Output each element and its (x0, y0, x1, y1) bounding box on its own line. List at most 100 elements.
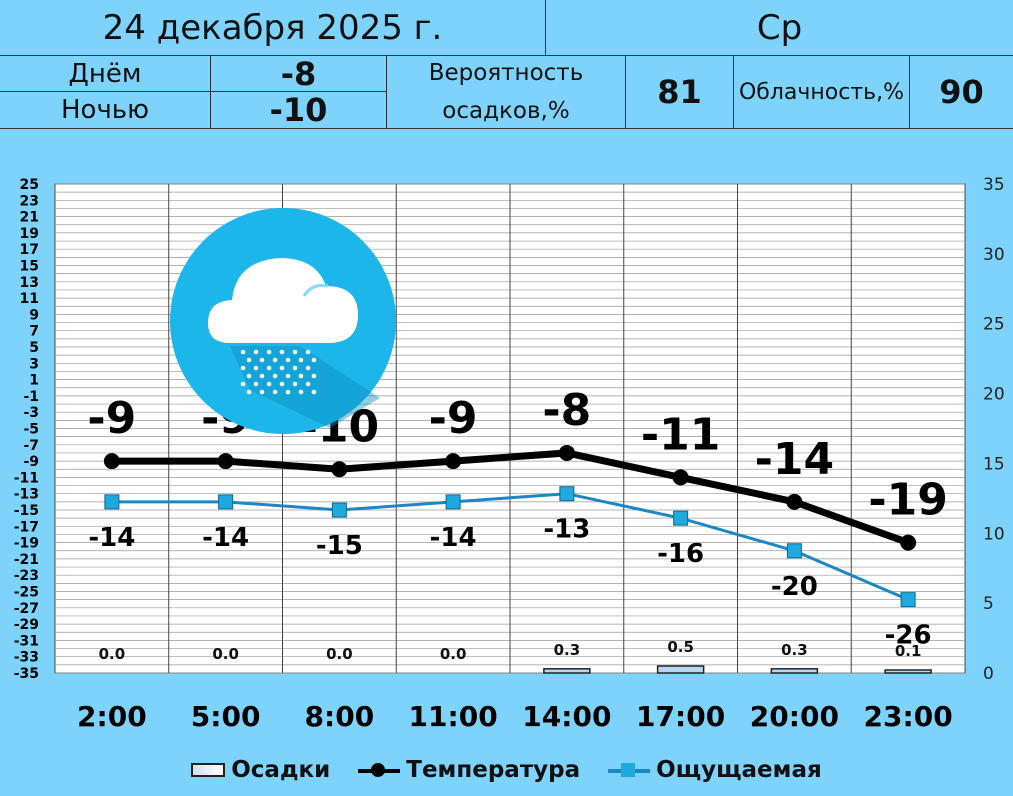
feels-like-legend-swatch (608, 762, 651, 778)
temperature-point (331, 461, 348, 478)
chart-legend: Осадки Температура Ощущаемая (0, 752, 1013, 788)
legend-label-precip: Осадки (231, 757, 331, 783)
temperature-label: -11 (641, 409, 721, 460)
y-right-tick: 25 (983, 315, 1005, 335)
feels-like-point (218, 494, 234, 510)
feels-like-point (900, 592, 916, 608)
feels-like-label: -26 (885, 621, 932, 651)
night-value: -10 (210, 91, 387, 129)
precip-legend-swatch (191, 763, 226, 777)
y-left-tick: -31 (14, 633, 39, 649)
precip-probability-value: 81 (625, 55, 734, 129)
cloudiness-value: 90 (909, 55, 1013, 129)
precip-bar (656, 665, 705, 674)
x-category-label: 5:00 (191, 700, 261, 733)
y-right-tick: 10 (983, 524, 1005, 544)
x-category-label: 8:00 (305, 700, 375, 733)
night-label: Ночью (0, 91, 211, 129)
precip-label: 0.0 (99, 645, 126, 663)
y-left-tick: 3 (29, 356, 39, 372)
feels-like-label: -16 (657, 539, 704, 569)
feels-like-point (786, 543, 802, 559)
y-left-tick: 17 (20, 242, 39, 258)
temperature-point (445, 453, 462, 470)
y-left-tick: 5 (29, 340, 39, 356)
y-left-tick: -13 (14, 487, 39, 503)
weekday-label: Ср (545, 0, 1013, 56)
y-right-tick: 15 (983, 454, 1005, 474)
temperature-label: -14 (755, 434, 835, 485)
y-left-tick: -5 (23, 422, 39, 438)
y-left-tick: 9 (29, 307, 39, 323)
precip-label: 0.5 (667, 638, 694, 656)
temperature-point (672, 469, 689, 486)
y-right-tick: 35 (983, 175, 1005, 195)
temperature-point (217, 453, 234, 470)
temperature-point (900, 534, 917, 551)
legend-label-temperature: Температура (406, 757, 581, 783)
feels-like-label: -14 (88, 523, 135, 553)
y-right-tick: 5 (983, 594, 994, 614)
y-left-tick: -9 (23, 454, 39, 470)
y-left-tick: -1 (23, 389, 39, 405)
weather-chart: 252321191715131197531-1-3-5-7-9-11-13-15… (14, 175, 1005, 733)
precip-label-line2: осадков,% (442, 98, 570, 124)
y-right-tick: 30 (983, 245, 1005, 265)
temperature-label: -9 (87, 393, 136, 444)
feels-like-point (104, 494, 120, 510)
y-left-tick: 13 (20, 275, 39, 291)
y-left-tick: -3 (23, 405, 39, 421)
y-left-tick: -27 (14, 601, 39, 617)
x-axis-categories: 2:00 5:00 8:00 11:00 14:00 17:00 20:00 23:00 (77, 700, 953, 733)
y-left-tick: 15 (20, 259, 39, 275)
y-left-tick: -29 (14, 617, 39, 633)
feels-like-label: -20 (771, 572, 818, 602)
y-left-tick: -23 (14, 568, 39, 584)
temperature-label: -9 (429, 393, 478, 444)
legend-item-temperature: Температура (358, 757, 580, 783)
y-right-tick: 0 (983, 664, 994, 684)
y-left-tick: -15 (14, 503, 39, 519)
x-category-label: 11:00 (409, 700, 498, 733)
y-left-tick: -7 (23, 438, 39, 454)
precip-label: 0.0 (212, 645, 239, 663)
precip-label: 0.3 (781, 641, 808, 659)
day-label: Днём (0, 55, 211, 92)
precip-bar (543, 668, 591, 674)
x-category-label: 2:00 (77, 700, 147, 733)
precip-bars: 0.0 0.0 0.0 0.0 0.3 0.5 0.3 0.1 (99, 638, 932, 674)
temperature-label: -8 (542, 385, 591, 436)
y-left-tick: -11 (14, 470, 39, 486)
temperature-legend-swatch (358, 762, 401, 778)
y-left-tick: 23 (20, 193, 39, 209)
feels-like-point (331, 502, 347, 518)
x-category-label: 14:00 (522, 700, 611, 733)
cloudiness-label: Облачность,% (733, 55, 910, 129)
feels-like-label: -13 (543, 515, 590, 545)
date-label: 24 декабря 2025 г. (0, 0, 546, 56)
y-axis-right: 35 30 25 20 15 10 5 0 (983, 175, 1005, 684)
y-left-tick: -17 (14, 519, 39, 535)
header-table: 24 декабря 2025 г. Ср Днём Ночью -8 -10 … (0, 0, 1013, 129)
precip-label: 0.0 (326, 645, 353, 663)
legend-item-feels-like: Ощущаемая (608, 757, 822, 783)
y-left-tick: 21 (20, 210, 39, 226)
precip-label-line1: Вероятность (428, 60, 584, 86)
feels-like-point (673, 510, 689, 526)
y-left-tick: 11 (20, 291, 39, 307)
y-left-tick: -35 (14, 666, 39, 682)
feels-like-point (445, 494, 461, 510)
y-left-tick: 7 (29, 324, 39, 340)
x-category-label: 23:00 (864, 700, 953, 733)
y-left-tick: -21 (14, 552, 39, 568)
precip-label: 0.3 (554, 641, 581, 659)
precip-label: 0.0 (440, 645, 467, 663)
data-labels: -14 -14 -15 -14 -13-16-20-26-9 -9 -10 -9 -8 -11 -1… (87, 385, 947, 651)
precip-bar (884, 669, 932, 674)
series-lines (103, 444, 917, 608)
y-left-tick: -25 (14, 585, 39, 601)
feels-like-label: -15 (316, 531, 363, 561)
feels-like-line (111, 492, 909, 602)
temperature-point (103, 453, 120, 470)
temperature-point (558, 444, 575, 461)
